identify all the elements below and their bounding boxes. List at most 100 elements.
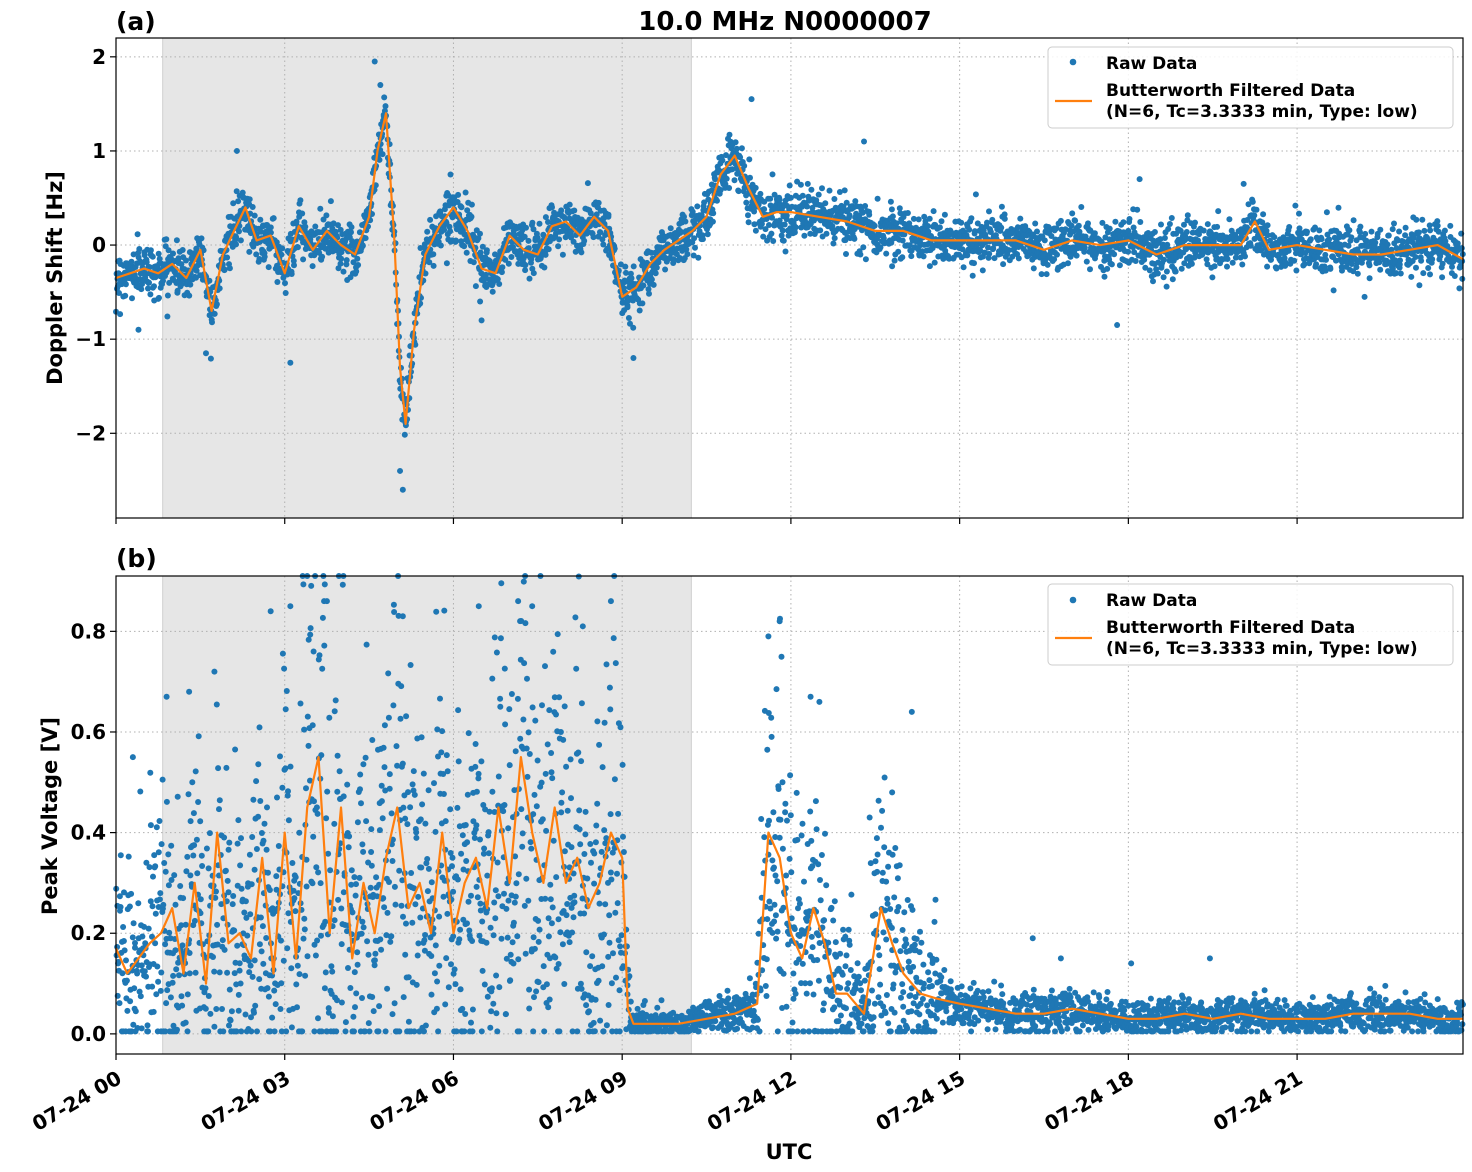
raw-data-point (581, 851, 588, 857)
raw-data-point (1285, 247, 1292, 254)
raw-data-point (213, 301, 220, 308)
raw-data-point (526, 751, 533, 757)
panel-a-shaded-region (162, 37, 692, 519)
raw-data-point (445, 192, 452, 199)
raw-data-point (122, 281, 129, 288)
raw-data-point (271, 1028, 278, 1035)
raw-data-point (389, 1011, 396, 1018)
raw-data-point (524, 773, 531, 780)
raw-data-point (1087, 266, 1093, 273)
raw-data-point (291, 895, 298, 902)
raw-data-point (477, 230, 483, 237)
raw-data-point (628, 275, 635, 282)
raw-data-point (1200, 227, 1207, 234)
raw-data-point (187, 872, 194, 879)
raw-data-point (527, 839, 534, 846)
raw-data-point (770, 238, 777, 244)
raw-data-point (857, 251, 864, 258)
raw-data-point (1421, 227, 1428, 234)
raw-data-point (271, 987, 278, 994)
raw-data-point (1081, 244, 1088, 251)
raw-data-point (613, 974, 619, 981)
raw-data-point (599, 963, 606, 970)
raw-data-point (1209, 274, 1216, 281)
raw-data-point (1001, 215, 1008, 222)
raw-data-point (925, 228, 932, 235)
raw-data-point (241, 909, 248, 916)
raw-data-point (257, 798, 264, 804)
raw-data-point (236, 228, 242, 235)
raw-data-point (751, 221, 758, 228)
raw-data-point (526, 986, 533, 993)
raw-data-point (1316, 227, 1323, 234)
raw-data-point (185, 791, 192, 798)
raw-data-point (1242, 253, 1248, 260)
raw-data-point (338, 941, 345, 948)
raw-data-point (454, 199, 461, 205)
raw-data-point (552, 954, 559, 961)
raw-data-point (497, 635, 504, 642)
raw-data-point (836, 189, 843, 195)
raw-data-point (359, 841, 366, 848)
raw-data-point (745, 219, 752, 226)
raw-data-point (747, 174, 753, 181)
raw-data-point (464, 207, 471, 214)
raw-data-point (958, 219, 965, 226)
raw-data-point (349, 909, 356, 916)
raw-data-point (354, 949, 361, 956)
raw-data-point (1101, 273, 1108, 280)
raw-data-point (403, 713, 410, 720)
raw-data-point (733, 145, 740, 152)
raw-data-point (578, 985, 585, 992)
raw-data-point (1419, 216, 1426, 223)
raw-data-point (216, 969, 223, 976)
raw-data-point (285, 788, 291, 795)
raw-data-point (408, 870, 415, 876)
raw-data-point (421, 1028, 427, 1035)
raw-data-point (625, 315, 632, 321)
raw-data-point (523, 224, 529, 231)
raw-data-point (433, 608, 440, 615)
raw-data-point (299, 1028, 306, 1035)
raw-data-point (289, 860, 296, 866)
raw-data-point (1391, 220, 1397, 227)
raw-data-point (1260, 211, 1267, 218)
raw-data-point (449, 863, 455, 870)
raw-data-point (620, 833, 626, 840)
raw-data-point (319, 665, 326, 672)
raw-data-point (553, 711, 559, 718)
raw-data-point (191, 917, 198, 924)
raw-data-point (531, 994, 537, 1001)
raw-data-point (852, 198, 859, 205)
raw-data-point (1000, 261, 1007, 268)
raw-data-point (896, 205, 903, 212)
raw-data-point (530, 226, 537, 233)
raw-data-point (156, 818, 163, 824)
raw-data-point (780, 237, 787, 244)
raw-data-point (428, 991, 435, 998)
raw-data-point (590, 1019, 597, 1026)
raw-data-point (224, 969, 231, 976)
raw-data-point (493, 1010, 500, 1017)
raw-data-point (145, 285, 151, 292)
raw-data-point (1120, 219, 1127, 226)
raw-data-point (397, 467, 404, 474)
raw-data-point (712, 176, 719, 183)
raw-data-point (473, 788, 480, 795)
raw-data-point (539, 702, 545, 709)
raw-data-point (235, 1007, 242, 1014)
raw-data-point (364, 938, 371, 945)
raw-data-point (379, 151, 386, 158)
raw-data-point (359, 918, 366, 925)
raw-data-point (307, 625, 314, 632)
raw-data-point (373, 874, 380, 881)
raw-data-point (455, 758, 462, 765)
raw-data-point (695, 254, 702, 261)
raw-data-point (359, 995, 365, 1001)
raw-data-point (325, 850, 332, 857)
raw-data-point (530, 934, 537, 941)
raw-data-point (365, 951, 372, 958)
raw-data-point (691, 235, 698, 242)
raw-data-point (250, 796, 257, 803)
raw-data-point (612, 909, 619, 916)
